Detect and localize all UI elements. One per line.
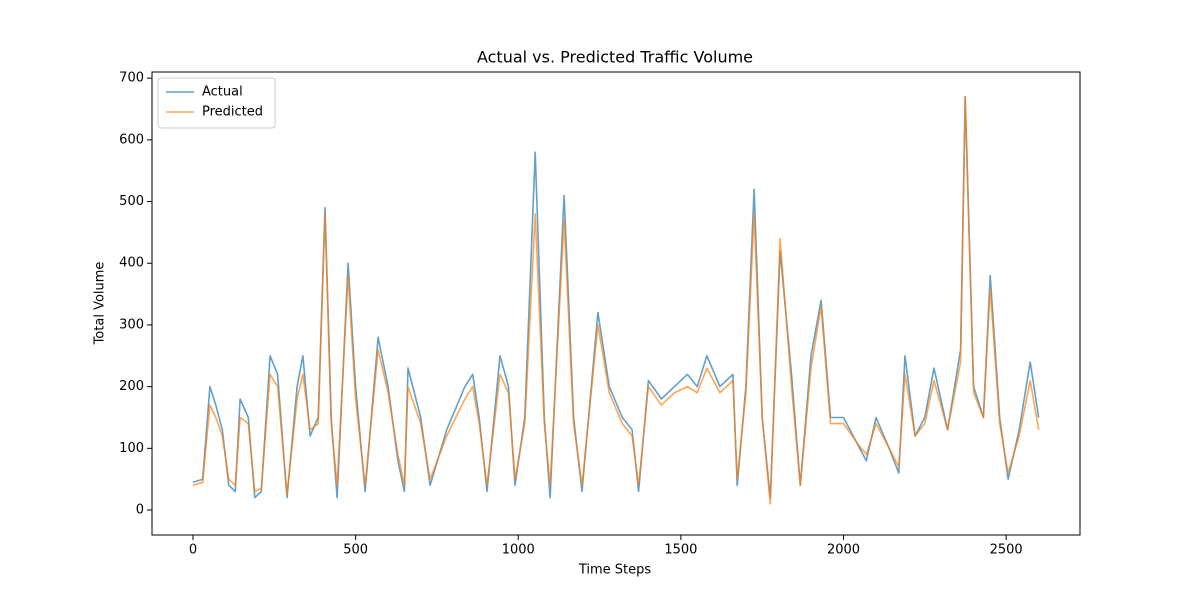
y-tick-label: 0	[136, 503, 144, 518]
x-tick-label: 0	[189, 543, 197, 558]
x-axis-label: Time Steps	[578, 563, 652, 578]
legend-label: Actual	[202, 85, 243, 100]
x-tick-label: 2500	[990, 543, 1023, 558]
legend-label: Predicted	[202, 105, 263, 120]
x-tick-label: 1500	[664, 543, 697, 558]
plot-frame	[151, 71, 1081, 536]
series-line	[192, 95, 1040, 505]
chart-title: Actual vs. Predicted Traffic Volume	[477, 48, 753, 67]
series-line	[192, 95, 1040, 499]
y-tick-label: 400	[119, 256, 144, 271]
x-tick-label: 1000	[502, 543, 535, 558]
y-tick-label: 100	[119, 441, 144, 456]
legend-box	[157, 77, 276, 129]
x-tick-label: 500	[343, 543, 368, 558]
y-axis-label: Total Volume	[93, 262, 108, 346]
x-tick-label: 2000	[827, 543, 860, 558]
y-tick-label: 500	[119, 194, 144, 209]
y-tick-label: 200	[119, 379, 144, 394]
y-tick-label: 600	[119, 132, 144, 147]
y-tick-label: 300	[119, 317, 144, 332]
y-tick-label: 700	[119, 71, 144, 86]
